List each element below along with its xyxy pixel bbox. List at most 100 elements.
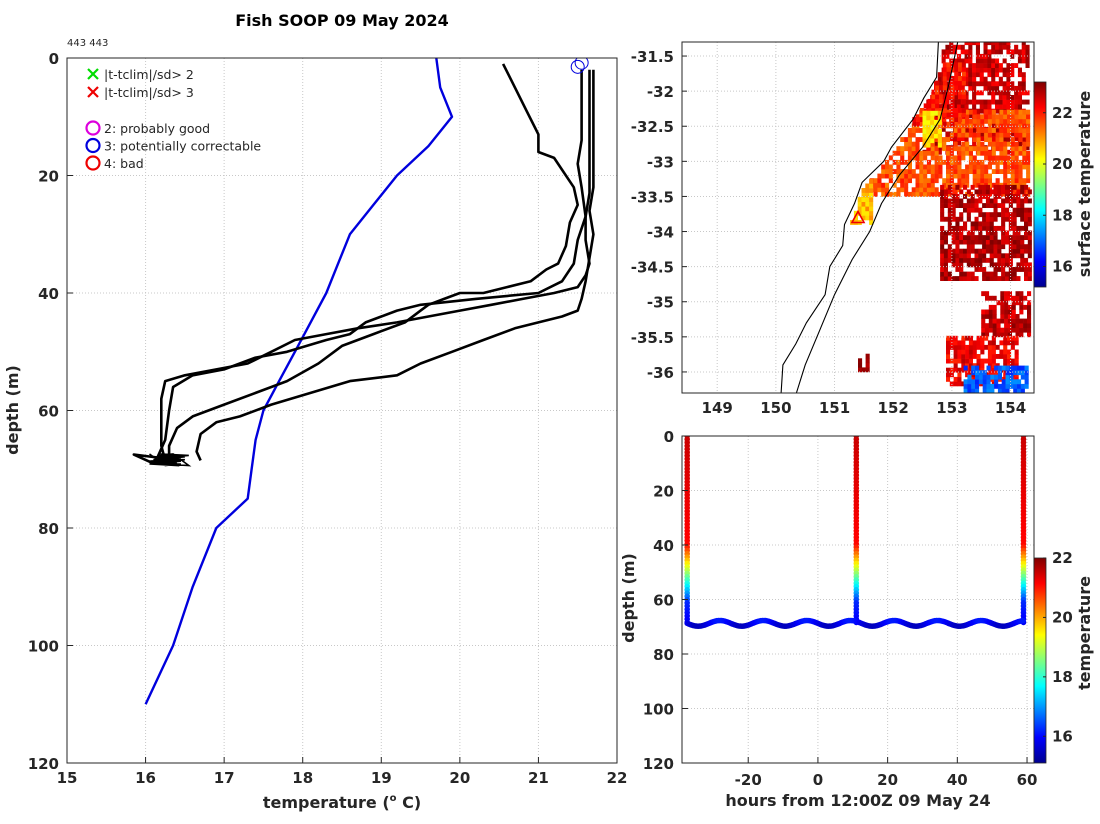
- sst-cell: [978, 198, 983, 204]
- sst-cell: [968, 132, 973, 138]
- sst-cell: [971, 388, 976, 393]
- sst-cell: [974, 248, 979, 254]
- sst-cell: [919, 150, 924, 156]
- sst-cell: [1005, 212, 1010, 218]
- sst-cell: [949, 367, 954, 373]
- sst-cell: [1010, 173, 1015, 179]
- sst-cell: [979, 136, 984, 141]
- sst-cell: [968, 63, 973, 68]
- sst-cell: [942, 108, 947, 113]
- sst-cell: [955, 198, 960, 204]
- sst-cell: [972, 349, 977, 355]
- sst-cell: [1007, 358, 1012, 364]
- sst-field: [850, 42, 1032, 393]
- sst-cell: [1014, 146, 1019, 152]
- sst-cell: [1003, 150, 1008, 156]
- sst-cell: [982, 248, 987, 254]
- sst-cell: [997, 194, 1002, 199]
- sst-cell: [896, 178, 901, 184]
- sst-cell: [964, 90, 969, 96]
- sst-cell: [1020, 184, 1025, 190]
- sst-cell: [865, 215, 870, 221]
- sst-cell: [1027, 239, 1032, 245]
- sst-cell: [985, 271, 990, 277]
- coastline-line: [780, 42, 939, 393]
- sst-cell: [999, 340, 1004, 346]
- sst-cell: [990, 383, 995, 389]
- sst-cell: [892, 169, 897, 174]
- sst-cell: [1002, 104, 1007, 109]
- sst-cell: [1014, 132, 1019, 138]
- sst-cell: [900, 155, 905, 161]
- sst-cell: [993, 225, 998, 231]
- sst-cell: [987, 123, 992, 129]
- sst-cell: [987, 85, 992, 91]
- sst-cell: [959, 189, 964, 195]
- sst-cell: [930, 146, 935, 152]
- sst-cell: [968, 340, 973, 346]
- sst-cell: [946, 191, 951, 197]
- sst-cell: [957, 146, 962, 152]
- sst-cell: [995, 159, 1000, 165]
- sst-cell: [1007, 318, 1012, 324]
- sst-cell: [1005, 194, 1010, 199]
- sst-cell: [941, 49, 946, 55]
- sst-cell: [975, 108, 980, 114]
- sst-cell: [984, 114, 989, 120]
- sst-cell: [978, 267, 983, 272]
- sst-cell: [961, 118, 966, 124]
- sst-cell: [1015, 327, 1020, 333]
- climatology-line: [144, 58, 454, 705]
- sst-cell: [1013, 388, 1018, 393]
- sst-cell: [965, 191, 970, 197]
- sst-cell: [858, 367, 863, 373]
- sst-cell: [1017, 388, 1022, 393]
- sst-cell: [986, 379, 991, 385]
- sst-cell: [904, 146, 909, 152]
- sst-cell: [972, 173, 977, 179]
- sst-cell: [1010, 159, 1015, 165]
- sst-cell: [946, 89, 951, 95]
- sst-cell: [1000, 327, 1005, 333]
- sst-cell: [982, 189, 987, 195]
- sst-cell: [996, 323, 1001, 329]
- sst-cell: [976, 118, 981, 124]
- sst-cell: [993, 253, 998, 259]
- sst-cell: [888, 164, 893, 170]
- sst-cell: [953, 164, 958, 170]
- sst-cell: [997, 184, 1002, 190]
- sst-cell: [993, 267, 998, 272]
- sst-cell: [907, 137, 912, 142]
- sst-cell: [930, 178, 935, 184]
- sst-cell: [975, 374, 980, 380]
- sst-cell: [1026, 118, 1031, 124]
- sst-cell: [907, 128, 912, 133]
- sst-cell: [968, 118, 973, 124]
- sst-cell: [966, 262, 971, 268]
- sst-cell: [911, 150, 916, 156]
- sst-cell: [980, 164, 985, 170]
- sst-cell: [984, 137, 989, 142]
- legend-label: |t-tclim|/sd> 2: [104, 67, 194, 82]
- sst-cell: [1001, 189, 1006, 195]
- sst-cell: [940, 207, 945, 213]
- sst-cell: [1014, 95, 1019, 100]
- sst-cell: [985, 212, 990, 218]
- sst-cell: [1010, 72, 1015, 78]
- sst-cell: [926, 142, 931, 148]
- sst-cell: [934, 137, 939, 142]
- sst-cell: [999, 128, 1004, 133]
- sst-cell: [1019, 309, 1024, 315]
- sst-cell: [1025, 63, 1030, 68]
- sst-cell: [1001, 216, 1006, 222]
- sst-cell: [946, 137, 951, 142]
- sst-cell: [1007, 155, 1012, 161]
- sst-cell: [965, 182, 970, 188]
- sst-cell: [1014, 340, 1019, 346]
- sst-cell: [1013, 379, 1018, 385]
- sst-cell: [968, 44, 973, 50]
- sst-cell: [939, 85, 944, 91]
- sst-cell: [972, 169, 977, 174]
- sst-cell: [972, 114, 977, 120]
